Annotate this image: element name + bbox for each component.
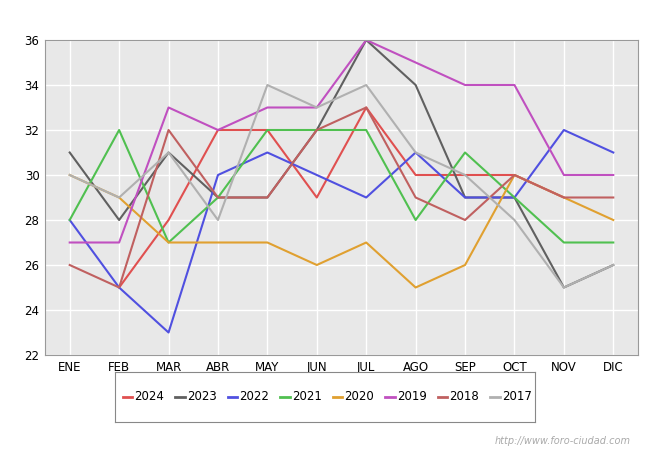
Text: 2018: 2018 (449, 391, 479, 404)
Text: 2023: 2023 (187, 391, 216, 404)
Text: 2024: 2024 (135, 391, 164, 404)
Text: 2020: 2020 (344, 391, 374, 404)
Text: http://www.foro-ciudad.com: http://www.foro-ciudad.com (495, 436, 630, 446)
Text: 2017: 2017 (502, 391, 532, 404)
Text: 2019: 2019 (397, 391, 427, 404)
Text: 2021: 2021 (292, 391, 322, 404)
Text: 2022: 2022 (239, 391, 269, 404)
Text: Afiliados en Suflí a 30/9/2024: Afiliados en Suflí a 30/9/2024 (203, 11, 447, 29)
